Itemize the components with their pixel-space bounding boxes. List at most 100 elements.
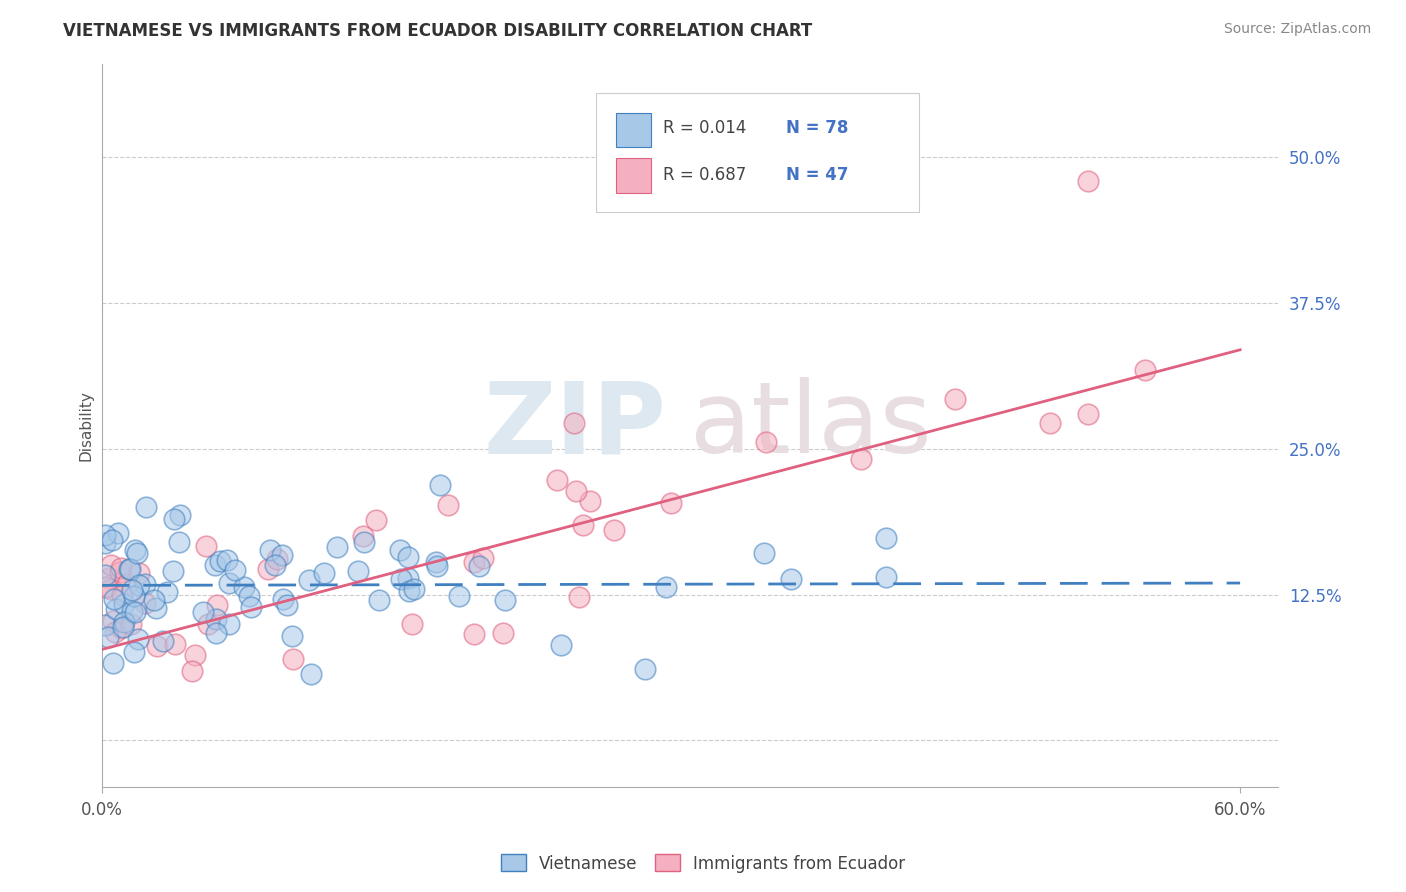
Point — [97, 571, 120, 585]
Point — [1077, 407, 1099, 421]
Point — [271, 548, 294, 562]
Y-axis label: Disability: Disability — [79, 390, 93, 461]
Point — [298, 574, 321, 588]
Text: ZIP: ZIP — [484, 377, 666, 474]
Point — [755, 435, 778, 450]
Point — [204, 612, 226, 626]
Point — [326, 540, 349, 554]
Point — [463, 555, 485, 569]
Point — [169, 508, 191, 522]
Point — [281, 629, 304, 643]
Point — [112, 597, 135, 611]
Point — [271, 592, 294, 607]
Point — [162, 565, 184, 579]
Point — [875, 531, 897, 545]
Point — [875, 570, 897, 584]
Point — [562, 416, 585, 430]
Point — [463, 627, 485, 641]
Point — [754, 546, 776, 560]
Point — [276, 598, 298, 612]
Point — [209, 554, 232, 568]
Point — [314, 566, 336, 581]
Point — [100, 558, 122, 573]
Point — [266, 552, 288, 566]
Point — [655, 580, 678, 594]
Point — [471, 550, 494, 565]
Point — [146, 639, 169, 653]
Point — [401, 616, 423, 631]
Text: N = 78: N = 78 — [786, 119, 849, 136]
Point — [550, 639, 572, 653]
Text: Source: ZipAtlas.com: Source: ZipAtlas.com — [1223, 22, 1371, 37]
Point — [347, 564, 370, 578]
Point — [239, 600, 262, 615]
Point — [1039, 416, 1062, 430]
Text: R = 0.687: R = 0.687 — [662, 166, 747, 184]
FancyBboxPatch shape — [596, 93, 920, 212]
Point — [125, 546, 148, 560]
Point — [218, 575, 240, 590]
Point — [945, 392, 967, 406]
Point — [389, 573, 412, 587]
Point — [112, 615, 135, 629]
Point — [118, 561, 141, 575]
Point — [128, 566, 150, 580]
Point — [283, 652, 305, 666]
Point — [565, 484, 588, 499]
Point — [195, 539, 218, 553]
Point — [105, 602, 128, 616]
Point — [352, 529, 374, 543]
Point — [101, 533, 124, 548]
Point — [112, 620, 135, 634]
Point — [215, 553, 238, 567]
Point — [122, 590, 145, 604]
Point — [94, 568, 117, 582]
Point — [572, 518, 595, 533]
Point — [107, 526, 129, 541]
Point — [120, 562, 142, 576]
Point — [103, 591, 125, 606]
Point — [193, 605, 215, 619]
Text: VIETNAMESE VS IMMIGRANTS FROM ECUADOR DISABILITY CORRELATION CHART: VIETNAMESE VS IMMIGRANTS FROM ECUADOR DI… — [63, 22, 813, 40]
Point — [104, 624, 127, 639]
Point — [165, 637, 187, 651]
Point — [849, 452, 872, 467]
Point — [659, 496, 682, 510]
Point — [546, 473, 568, 487]
Point — [263, 558, 285, 572]
Bar — [616, 112, 651, 147]
Point — [396, 550, 419, 565]
Point — [299, 667, 322, 681]
Point — [110, 561, 132, 575]
Point — [124, 606, 146, 620]
Point — [259, 542, 281, 557]
Point — [425, 555, 447, 569]
Text: R = 0.014: R = 0.014 — [662, 119, 747, 136]
Point — [134, 577, 156, 591]
Point — [124, 542, 146, 557]
Point — [1077, 174, 1099, 188]
Point — [578, 494, 600, 508]
Point — [468, 558, 491, 573]
Point — [364, 513, 387, 527]
Text: N = 47: N = 47 — [786, 166, 849, 184]
Point — [127, 632, 149, 647]
Point — [388, 542, 411, 557]
Point — [602, 523, 624, 537]
Point — [205, 598, 228, 612]
Point — [145, 600, 167, 615]
Point — [181, 664, 204, 678]
Text: atlas: atlas — [690, 377, 931, 474]
Point — [167, 535, 190, 549]
Point — [134, 596, 156, 610]
Point — [205, 626, 228, 640]
Point — [124, 645, 146, 659]
Point — [108, 565, 131, 579]
Point — [115, 576, 138, 591]
Point — [96, 580, 118, 594]
Point — [97, 631, 120, 645]
Point — [429, 478, 451, 492]
Point — [94, 536, 117, 550]
Point — [568, 590, 591, 604]
Point — [162, 512, 184, 526]
